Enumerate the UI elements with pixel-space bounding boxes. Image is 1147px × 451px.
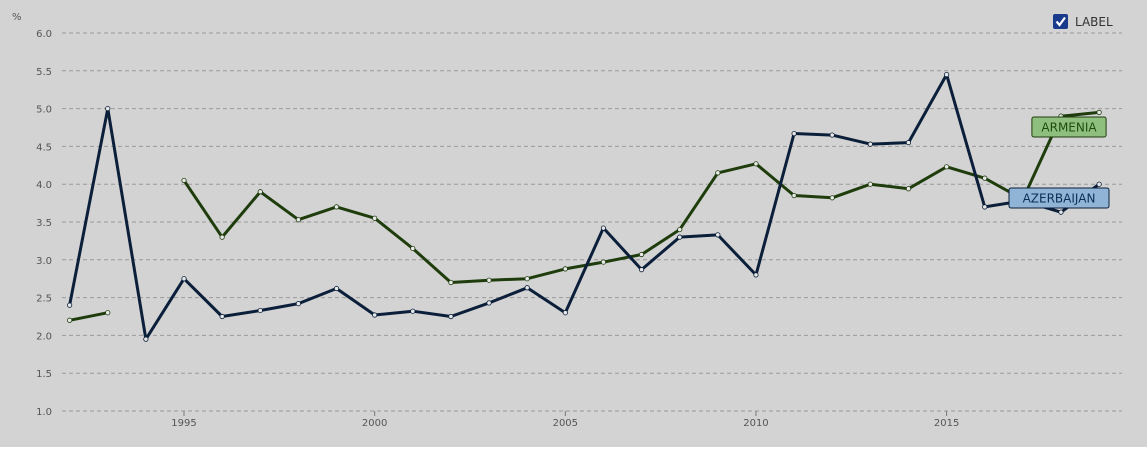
x-tick-label: 2015 — [934, 418, 959, 429]
series-labels: ARMENIA AZERBAIJAN — [1008, 116, 1110, 209]
data-point[interactable] — [982, 204, 988, 210]
y-tick-label: 1.0 — [36, 407, 52, 418]
data-point[interactable] — [1096, 181, 1102, 187]
data-point[interactable] — [333, 204, 340, 210]
data-point[interactable] — [105, 106, 111, 112]
x-tick-label: 2010 — [743, 418, 768, 429]
data-point[interactable] — [677, 234, 683, 240]
data-point[interactable] — [295, 217, 302, 223]
data-point[interactable] — [181, 177, 187, 184]
x-tick-label: 1995 — [171, 418, 196, 429]
data-point[interactable] — [486, 277, 492, 283]
data-point[interactable] — [791, 130, 797, 137]
data-point[interactable] — [1096, 109, 1102, 115]
data-point[interactable] — [982, 175, 988, 181]
data-point[interactable] — [944, 71, 950, 78]
check-icon — [1055, 16, 1066, 27]
y-tick-label: 2.5 — [36, 294, 52, 305]
series-label-box — [1008, 187, 1110, 209]
x-tick-label: 2000 — [362, 418, 387, 429]
data-point[interactable] — [867, 141, 873, 147]
data-point[interactable] — [753, 161, 759, 167]
data-point[interactable] — [295, 301, 302, 307]
series-line-azerbaijan — [68, 73, 1101, 341]
series-label-azerbaijan: AZERBAIJAN — [1008, 187, 1110, 209]
data-point[interactable] — [372, 215, 378, 221]
y-tick-label: 2.0 — [36, 331, 52, 342]
data-point[interactable] — [181, 276, 187, 282]
data-point[interactable] — [372, 312, 378, 318]
data-point[interactable] — [143, 336, 149, 342]
series-armenia — [67, 109, 1102, 323]
y-axis-unit-label: % — [12, 12, 22, 23]
legend-label: LABEL — [1075, 15, 1113, 29]
data-point[interactable] — [333, 285, 340, 292]
x-tick-label: 2005 — [553, 418, 578, 429]
series-label-text: AZERBAIJAN — [1023, 192, 1096, 206]
data-point[interactable] — [867, 181, 873, 187]
data-point[interactable] — [677, 226, 683, 233]
y-tick-label: 5.5 — [36, 67, 52, 78]
data-point[interactable] — [410, 245, 416, 252]
data-point[interactable] — [562, 310, 568, 316]
y-tick-label: 6.0 — [36, 29, 52, 40]
data-point[interactable] — [1058, 209, 1064, 215]
y-tick-label: 3.0 — [36, 256, 52, 267]
data-point[interactable] — [829, 195, 835, 201]
x-tick-labels: 1995 2000 2005 2010 2015 — [171, 411, 959, 429]
data-point[interactable] — [524, 285, 530, 291]
legend[interactable]: LABEL — [1053, 14, 1113, 29]
data-point[interactable] — [67, 317, 73, 323]
data-point[interactable] — [715, 232, 721, 238]
data-point[interactable] — [562, 266, 568, 272]
series-line-armenia — [68, 311, 110, 322]
data-point[interactable] — [638, 251, 645, 258]
data-point[interactable] — [600, 259, 607, 265]
data-point[interactable] — [257, 307, 263, 314]
data-point[interactable] — [638, 267, 645, 273]
series-label-box — [1031, 116, 1107, 138]
y-tick-label: 4.0 — [36, 180, 52, 191]
data-point[interactable] — [486, 300, 492, 306]
y-tick-label: 5.0 — [36, 105, 52, 116]
data-point[interactable] — [600, 225, 607, 231]
legend-checkbox[interactable] — [1053, 14, 1068, 29]
data-point[interactable] — [257, 189, 263, 195]
y-tick-label: 3.5 — [36, 218, 52, 229]
data-point[interactable] — [829, 132, 835, 138]
data-point[interactable] — [905, 140, 912, 146]
series-label-armenia: ARMENIA — [1031, 116, 1107, 138]
grid-lines — [62, 32, 1122, 412]
y-tick-label: 4.5 — [36, 142, 52, 153]
data-point[interactable] — [448, 313, 454, 320]
y-tick-label: 1.5 — [36, 369, 52, 380]
data-point[interactable] — [944, 164, 950, 170]
data-point[interactable] — [753, 272, 759, 278]
data-point[interactable] — [105, 310, 111, 316]
data-point[interactable] — [67, 302, 73, 308]
y-tick-labels: 1.0 1.5 2.0 2.5 3.0 3.5 4.0 4.5 5.0 5.5 6.0 — [36, 29, 52, 418]
data-point[interactable] — [715, 170, 721, 176]
data-point[interactable] — [905, 186, 912, 192]
data-point[interactable] — [448, 279, 454, 286]
series-label-text: ARMENIA — [1041, 121, 1097, 135]
data-point[interactable] — [791, 192, 797, 199]
data-point[interactable] — [219, 313, 225, 320]
data-point[interactable] — [219, 234, 225, 240]
data-point[interactable] — [524, 276, 530, 282]
data-point[interactable] — [410, 308, 416, 314]
